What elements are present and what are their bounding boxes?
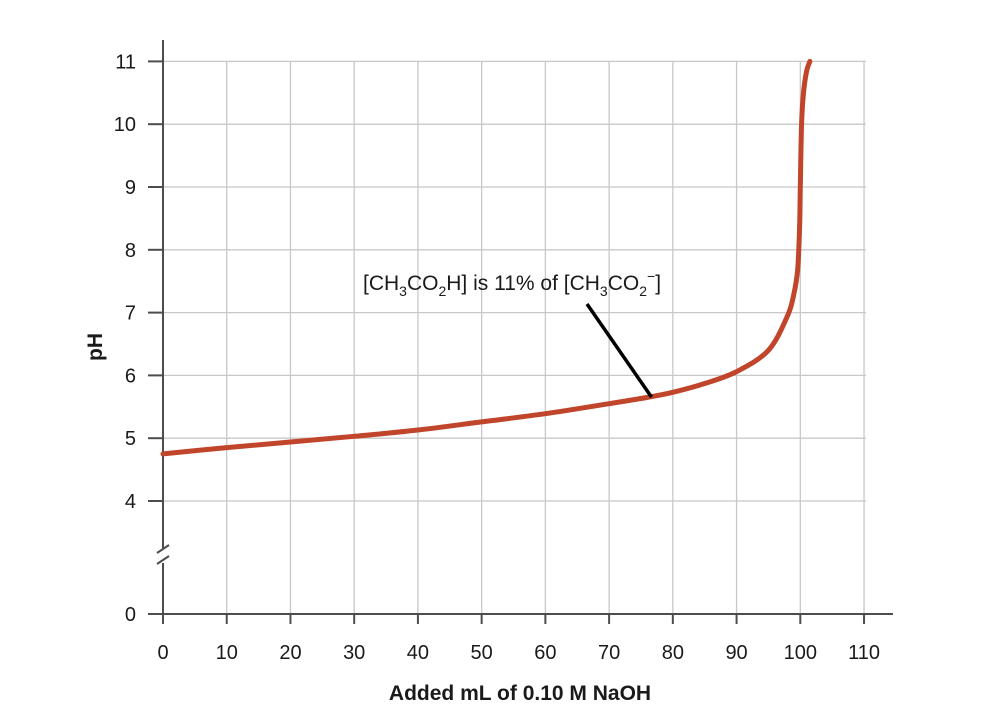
x-tick-label-20: 20 <box>279 642 301 664</box>
x-tick-label-110: 110 <box>848 642 880 664</box>
annotation-part-0: [CH <box>363 272 399 295</box>
x-tick-label-60: 60 <box>534 642 556 664</box>
annotation-label: [CH3CO2H] is 11% of [CH3CO2−] <box>363 268 661 299</box>
annotation-part-7: 2 <box>639 283 647 299</box>
axes <box>148 40 893 624</box>
x-axis-title: Added mL of 0.10 M NaOH <box>389 682 651 705</box>
y-tick-label-11: 11 <box>115 51 136 73</box>
x-tick-label-10: 10 <box>216 642 238 664</box>
series <box>160 58 813 457</box>
annotation-part-8: − <box>647 268 655 284</box>
annotation-part-9: ] <box>655 272 661 295</box>
annotation-part-6: CO <box>608 272 640 295</box>
titration-curve <box>160 58 813 457</box>
axis-break-mark-2 <box>156 555 170 565</box>
axis-break-mark-1 <box>156 544 170 554</box>
y-tick-label-9: 9 <box>125 177 136 199</box>
y-axis-title: pH <box>84 333 107 361</box>
y-tick-label-7: 7 <box>125 303 136 325</box>
annotation-leader-line <box>585 303 653 399</box>
annotation: [CH3CO2H] is 11% of [CH3CO2−] <box>363 268 661 399</box>
y-tick-label-10: 10 <box>114 114 136 136</box>
annotation-part-1: 3 <box>399 283 407 299</box>
annotation-part-3: 2 <box>438 283 446 299</box>
x-tick-label-80: 80 <box>662 642 684 664</box>
grid <box>163 60 866 614</box>
y-tick-label-4: 4 <box>125 491 136 513</box>
y-tick-label-6: 6 <box>125 365 136 387</box>
x-tick-label-70: 70 <box>598 642 620 664</box>
y-tick-label-8: 8 <box>125 240 136 262</box>
tick-labels: 0 10 20 30 40 50 60 70 80 90 100 110 0 4 5 6 7 8 9 10 11 <box>114 51 880 664</box>
annotation-part-5: 3 <box>600 283 608 299</box>
x-tick-label-100: 100 <box>784 642 817 664</box>
x-tick-label-50: 50 <box>471 642 493 664</box>
x-tick-label-30: 30 <box>343 642 365 664</box>
annotation-part-4: H] is 11% of [CH <box>446 272 600 295</box>
annotation-part-2: CO <box>407 272 439 295</box>
x-tick-label-40: 40 <box>407 642 429 664</box>
x-tick-label-0: 0 <box>157 642 168 664</box>
x-tick-label-90: 90 <box>725 642 747 664</box>
y-tick-label-0: 0 <box>125 604 136 626</box>
y-tick-label-5: 5 <box>125 428 136 450</box>
